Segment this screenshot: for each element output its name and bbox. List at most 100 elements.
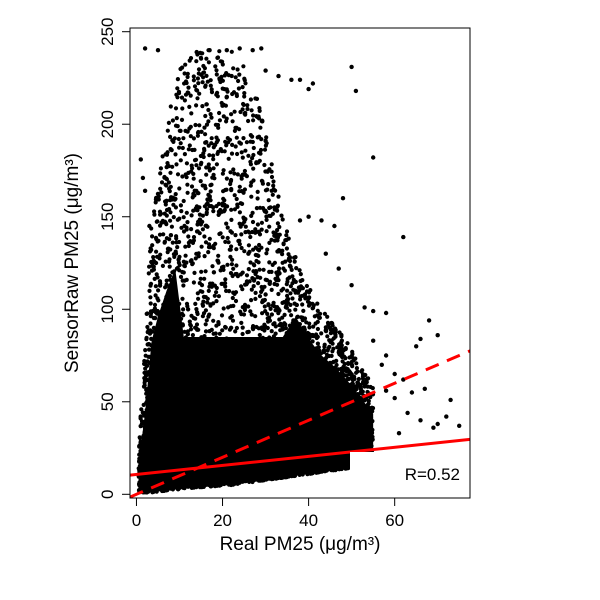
scatter-point (345, 376, 350, 382)
scatter-point (295, 394, 301, 399)
scatter-point (370, 406, 376, 411)
scatter-point (191, 235, 197, 240)
scatter-point (187, 58, 192, 63)
scatter-point (192, 412, 197, 417)
scatter-point (159, 415, 164, 420)
scatter-point (347, 355, 352, 360)
scatter-point (148, 246, 153, 251)
scatter-point (147, 392, 152, 397)
scatter-point (191, 78, 196, 83)
scatter-point (249, 213, 254, 218)
scatter-point (141, 384, 147, 389)
scatter-point (339, 466, 344, 472)
scatter-point (164, 278, 169, 283)
scatter-point (366, 376, 371, 381)
scatter-point (220, 203, 225, 208)
scatter-point (185, 376, 190, 381)
scatter-point (159, 350, 164, 355)
scatter-point (250, 416, 255, 421)
scatter-point (254, 258, 259, 264)
scatter-point (248, 439, 253, 445)
scatter-point (214, 68, 219, 73)
scatter-point (221, 347, 227, 352)
scatter-point (261, 378, 266, 383)
scatter-point (303, 403, 308, 408)
scatter-point (150, 347, 155, 352)
scatter-point (208, 357, 213, 362)
scatter-point (287, 464, 292, 469)
scatter-point (269, 402, 274, 407)
scatter-point (309, 399, 315, 405)
scatter-point (242, 76, 247, 81)
scatter-point (332, 393, 337, 398)
scatter-point (229, 473, 234, 478)
scatter-point (229, 217, 234, 222)
scatter-point (239, 320, 244, 325)
scatter-point (230, 273, 235, 279)
scatter-point (157, 357, 162, 362)
scatter-point (211, 318, 216, 323)
scatter-point (298, 297, 303, 302)
scatter-point (154, 400, 159, 405)
scatter-point (335, 463, 341, 468)
scatter-point (358, 382, 363, 387)
scatter-point (288, 291, 293, 296)
scatter-point (271, 183, 276, 188)
scatter-point (301, 308, 306, 313)
scatter-point (347, 445, 352, 450)
scatter-point (143, 446, 149, 451)
scatter-point (234, 271, 239, 277)
scatter-point (297, 77, 303, 83)
scatter-point (211, 446, 216, 451)
scatter-point (182, 278, 187, 283)
scatter-point (300, 383, 305, 389)
scatter-point (197, 479, 202, 484)
scatter-point (162, 417, 167, 422)
scatter-point (195, 76, 200, 81)
scatter-point (269, 312, 274, 317)
scatter-point (139, 421, 144, 426)
scatter-point (349, 64, 354, 70)
scatter-point (358, 389, 364, 394)
scatter-point (176, 487, 181, 492)
scatter-point (240, 457, 246, 463)
scatter-point (189, 364, 194, 369)
scatter-point (174, 162, 179, 167)
scatter-point (354, 370, 359, 375)
scatter-point (174, 116, 179, 121)
scatter-point (315, 308, 320, 313)
scatter-point (150, 462, 155, 467)
scatter-point (219, 281, 224, 286)
scatter-point (184, 336, 189, 341)
scatter-point (198, 55, 203, 60)
scatter-point (143, 366, 148, 371)
scatter-point (214, 162, 219, 167)
scatter-point (194, 103, 199, 108)
scatter-point (365, 403, 370, 408)
scatter-point (264, 278, 270, 283)
scatter-point (308, 422, 313, 427)
scatter-point (332, 419, 337, 424)
scatter-point (405, 410, 410, 416)
scatter-point (265, 417, 270, 422)
scatter-point (160, 354, 165, 359)
scatter-point (300, 471, 305, 476)
scatter-point (193, 301, 198, 306)
scatter-point (180, 106, 185, 111)
scatter-point (334, 432, 340, 437)
scatter-point (313, 321, 318, 326)
scatter-point (154, 249, 159, 254)
scatter-point (202, 234, 207, 239)
scatter-point (276, 409, 282, 414)
scatter-point (326, 456, 331, 461)
scatter-point (174, 331, 179, 336)
fit-lines (130, 349, 470, 498)
scatter-point (224, 388, 230, 393)
scatter-point (356, 441, 361, 446)
scatter-point (267, 240, 272, 245)
scatter-point (180, 145, 185, 151)
regression-line-solid (130, 437, 470, 477)
scatter-point (319, 351, 324, 356)
scatter-point (435, 333, 440, 338)
scatter-point (175, 298, 180, 303)
